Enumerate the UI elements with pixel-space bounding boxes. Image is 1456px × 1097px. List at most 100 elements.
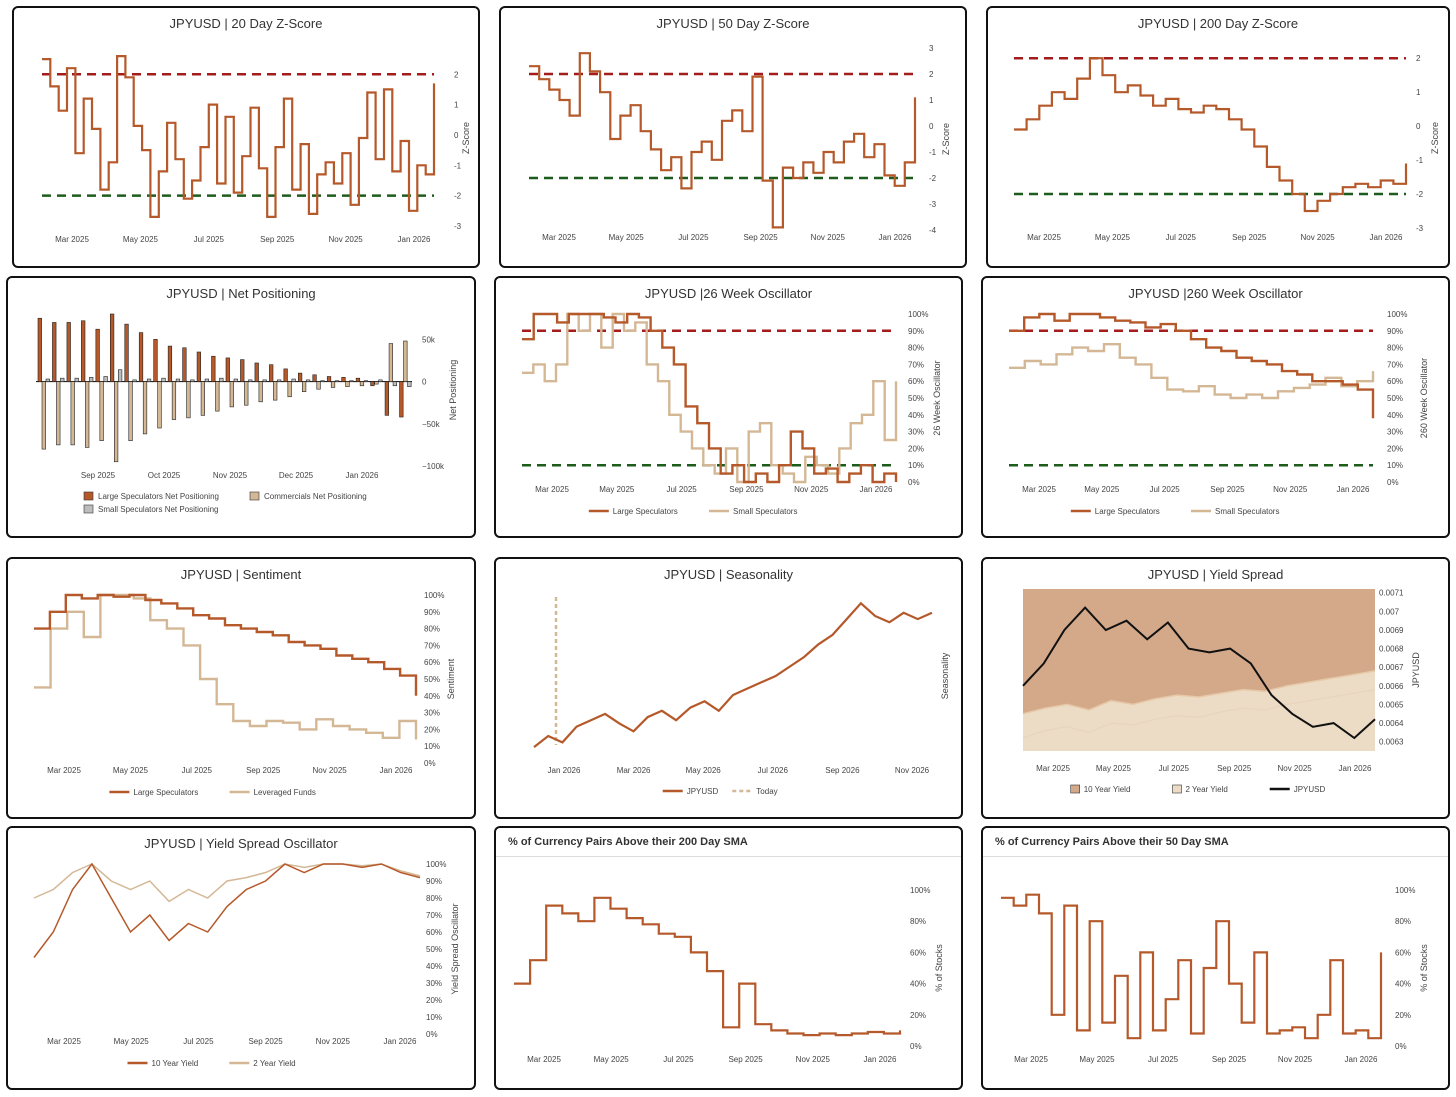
x-tick-label: Mar 2025: [535, 485, 569, 494]
x-tick-label: Sep 2025: [1212, 1055, 1247, 1064]
chart-sma200: 100% 80% 60% 40% 20% 0% % of Stocks Mar 2025 May…: [514, 886, 944, 1064]
y-tick-label: 0.0067: [1379, 663, 1404, 672]
x-tick-label: Mar 2025: [1036, 764, 1070, 773]
bar: [182, 347, 187, 382]
panel-z50: JPYUSD | 50 Day Z-Score 3 2 1 0 -1 -2 -3 -4 Z-Sc…: [499, 6, 967, 268]
x-tick-label: Nov 2025: [312, 766, 347, 775]
y-tick-label: -1: [1416, 156, 1424, 165]
y-tick-label: 0.0064: [1379, 719, 1404, 728]
chart-z20: 2 1 0 -1 -2 -3 Z-Score Mar 2025 May 2025 Jul 2025…: [42, 55, 471, 244]
chart-title: JPYUSD | 50 Day Z-Score: [656, 16, 810, 31]
y-tick-label: 40%: [1395, 980, 1411, 989]
y-tick-label: 2: [1416, 54, 1421, 63]
x-tick-label: May 2025: [113, 766, 149, 775]
y-tick-label: 0.0063: [1379, 738, 1404, 747]
series-line-primary: [34, 593, 418, 696]
y-tick-label: 1: [1416, 88, 1421, 97]
x-tick-label: Oct 2025: [148, 471, 181, 480]
bar: [74, 377, 79, 382]
x-tick-label: Sep 2025: [246, 766, 281, 775]
y-axis-title: % of Stocks: [1419, 944, 1429, 992]
x-tick-label: Mar 2025: [1022, 485, 1056, 494]
x-tick-label: Jan 2026: [860, 485, 893, 494]
x-tick-label: Nov 2025: [1300, 233, 1335, 242]
x-tick-label: Jul 2025: [1149, 485, 1180, 494]
bar: [283, 368, 288, 382]
y-tick-label: 0.0068: [1379, 645, 1404, 654]
y-tick-label: 20%: [424, 725, 440, 734]
bar: [326, 376, 332, 382]
y-tick-label: -4: [929, 226, 937, 235]
bar: [359, 381, 365, 387]
title-divider: [983, 856, 1448, 857]
bar: [95, 328, 100, 382]
bar: [219, 377, 224, 382]
legend-label: 2 Year Yield: [1186, 785, 1228, 794]
x-tick-label: Sep 2025: [81, 471, 116, 480]
y-tick-label: 70%: [908, 360, 924, 369]
y-tick-label: 1: [454, 101, 459, 110]
y-tick-label: 40%: [910, 980, 926, 989]
y-tick-label: 80%: [1387, 344, 1403, 353]
bar: [269, 364, 274, 382]
x-tick-label: Jan 2026: [384, 1037, 417, 1046]
x-tick-label: Nov 2025: [1273, 485, 1308, 494]
chart-title: JPYUSD |26 Week Oscillator: [644, 286, 813, 301]
panel-season: JPYUSD | Seasonality Seasonality Jan 2026…: [494, 557, 963, 819]
y-tick-label: 50%: [426, 945, 442, 954]
y-tick-label: 10%: [426, 1013, 442, 1022]
x-tick-label: Nov 2026: [895, 766, 930, 775]
bar: [45, 378, 50, 382]
x-tick-label: Sep 2025: [743, 233, 778, 242]
y-tick-label: 70%: [1387, 360, 1403, 369]
y-tick-label: -1: [929, 148, 937, 157]
bar: [345, 381, 350, 387]
bar: [128, 381, 133, 441]
panel-sma200: % of Currency Pairs Above their 200 Day …: [494, 826, 963, 1090]
2y-yield-area: [1023, 670, 1375, 751]
x-tick-label: Sep 2025: [1210, 485, 1245, 494]
y-tick-label: -3: [1416, 224, 1424, 233]
bar: [215, 381, 220, 412]
chart-title: JPYUSD | 20 Day Z-Score: [169, 16, 323, 31]
x-tick-label: Jul 2025: [663, 1055, 694, 1064]
legend-swatch: [83, 491, 94, 501]
bar: [262, 379, 267, 382]
bar: [157, 381, 162, 429]
y-tick-label: 70%: [424, 641, 440, 650]
series-line-secondary: [522, 312, 898, 484]
series-line-primary: [33, 862, 421, 958]
series-line: [533, 601, 933, 748]
y-tick-label: 0%: [908, 478, 920, 487]
series-line-primary: [1009, 312, 1375, 419]
bar: [190, 379, 195, 382]
panel-osc26: JPYUSD |26 Week Oscillator 100% 90% 80% 70%…: [494, 276, 963, 538]
bar: [244, 381, 249, 406]
bar: [312, 374, 317, 382]
x-tick-label: Jul 2026: [758, 766, 789, 775]
legend-label: Today: [756, 787, 777, 796]
y-tick-label: −50k: [422, 420, 441, 429]
chart-title: JPYUSD | Seasonality: [663, 567, 794, 582]
y-axis-title: Z-Score: [1430, 122, 1440, 154]
chart-title: JPYUSD | Yield Spread: [1147, 567, 1284, 582]
y-tick-label: 40%: [908, 411, 924, 420]
x-tick-label: May 2025: [1095, 233, 1131, 242]
x-tick-label: May 2026: [686, 766, 722, 775]
bar: [374, 381, 379, 385]
legend-label: 10 Year Yield: [1084, 785, 1131, 794]
x-tick-label: Mar 2026: [617, 766, 651, 775]
chart-title: JPYUSD |260 Week Oscillator: [1128, 286, 1303, 301]
chart-osc26: 100% 90% 80% 70% 60% 50% 40% 30% 20% 10% 0% 26 Week…: [522, 310, 942, 516]
bar: [171, 381, 177, 420]
y-tick-label: -1: [454, 161, 462, 170]
bar: [225, 357, 230, 382]
y-tick-label: 90%: [424, 608, 440, 617]
bar: [138, 332, 144, 382]
bar: [56, 381, 61, 446]
x-tick-label: May 2025: [123, 235, 159, 244]
y-tick-label: 0%: [1395, 1042, 1407, 1051]
panel-sma50: % of Currency Pairs Above their 50 Day S…: [981, 826, 1450, 1090]
series-line: [1001, 893, 1383, 1040]
bar: [146, 378, 152, 382]
